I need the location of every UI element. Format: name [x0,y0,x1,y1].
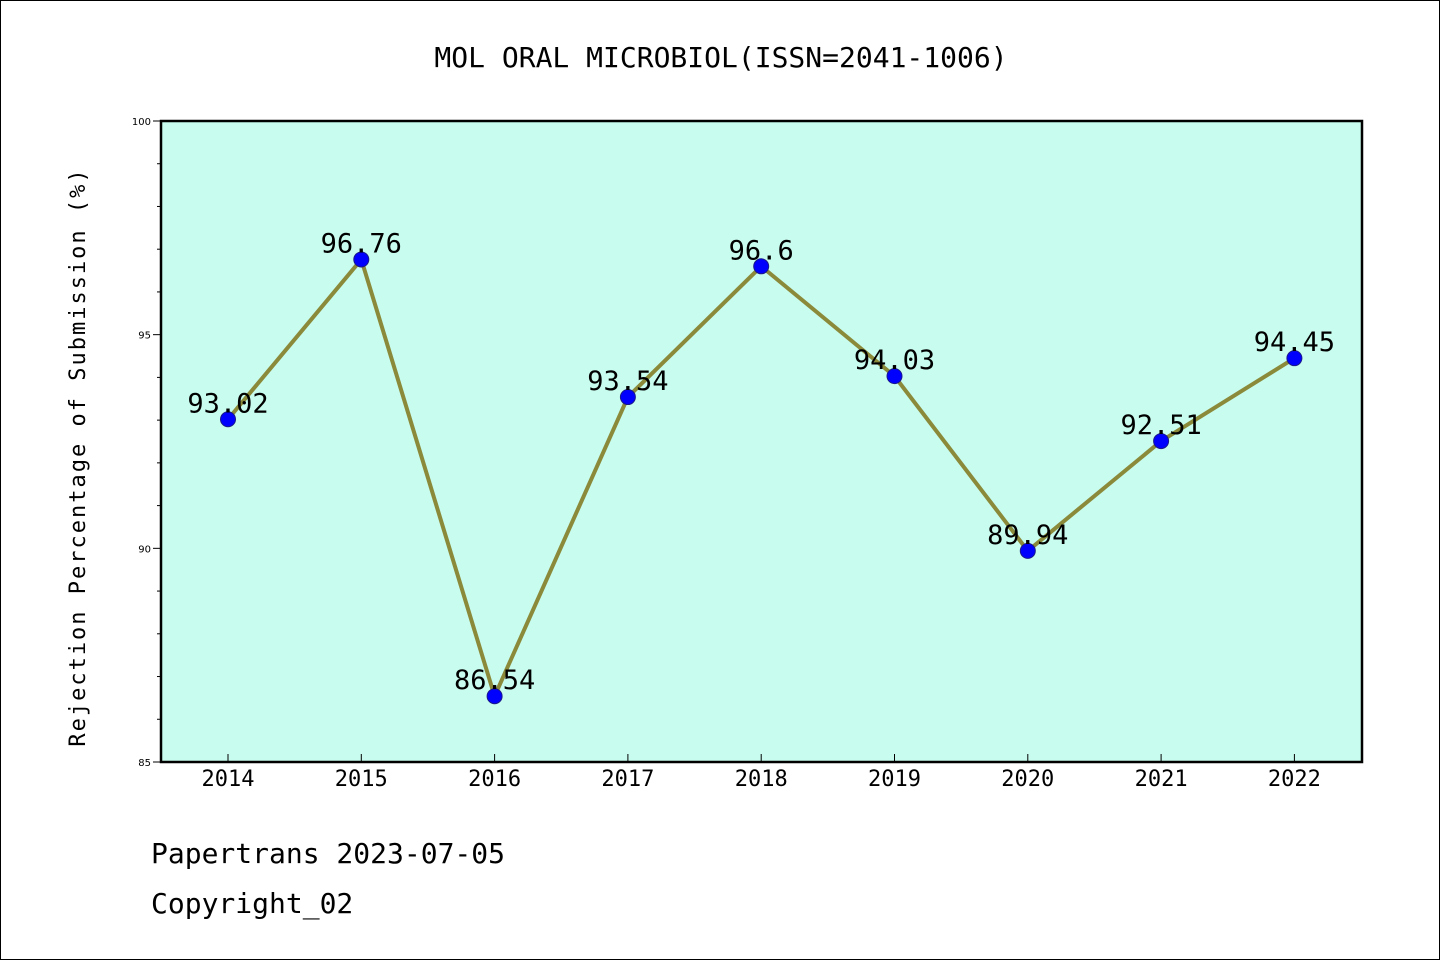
x-tick-label: 2016 [468,767,521,792]
series-markers [220,251,1303,705]
x-axis-ticks: 2014 2015 2016 2017 2018 2019 2020 2021 2022 [202,754,1321,792]
data-point-marker [220,411,236,428]
plot-area [161,121,1362,762]
x-tick-label: 2021 [1135,767,1188,792]
data-label: 96.76 [321,228,402,259]
data-point-marker [753,258,770,275]
y-tick-label: 90 [138,544,151,555]
data-label: 93.02 [187,388,268,419]
data-label: 89.94 [987,520,1068,551]
y-axis-label: Rejection Percentage of Submission (%) [66,167,91,746]
y-axis-ticks: 85 90 95 100 [132,117,161,769]
data-label: 96.6 [729,235,794,266]
data-label: 94.03 [854,345,935,376]
plot-border [159,119,1364,764]
x-tick-label: 2014 [202,767,255,792]
data-label: 94.45 [1254,327,1335,358]
x-tick-label: 2019 [868,767,921,792]
x-tick-label: 2017 [601,767,654,792]
chart-title: MOL ORAL MICROBIOL(ISSN=2041-1006) [434,41,1007,74]
x-tick-label: 2022 [1268,767,1321,792]
data-label: 93.54 [587,366,668,397]
y-tick-label: 85 [138,758,151,769]
data-point-marker [1286,350,1303,367]
y-tick-label: 100 [132,117,151,128]
data-point-marker [486,688,503,705]
data-point-marker [353,251,370,268]
footer-copyright: Copyright_02 [151,887,354,920]
data-point-marker [886,368,903,385]
data-label: 86.54 [454,665,535,696]
x-tick-label: 2018 [735,767,788,792]
footer-source: Papertrans 2023-07-05 [151,837,506,870]
data-point-marker [1153,433,1170,450]
data-label: 92.51 [1120,410,1201,441]
x-tick-label: 2020 [1001,767,1054,792]
data-labels: 93.02 96.76 86.54 93.54 96.6 94.03 89.94 92.51 9… [187,228,1335,696]
data-point-marker [619,389,636,406]
x-tick-label: 2015 [335,767,388,792]
data-point-marker [1019,542,1036,559]
y-tick-label: 95 [138,331,151,342]
